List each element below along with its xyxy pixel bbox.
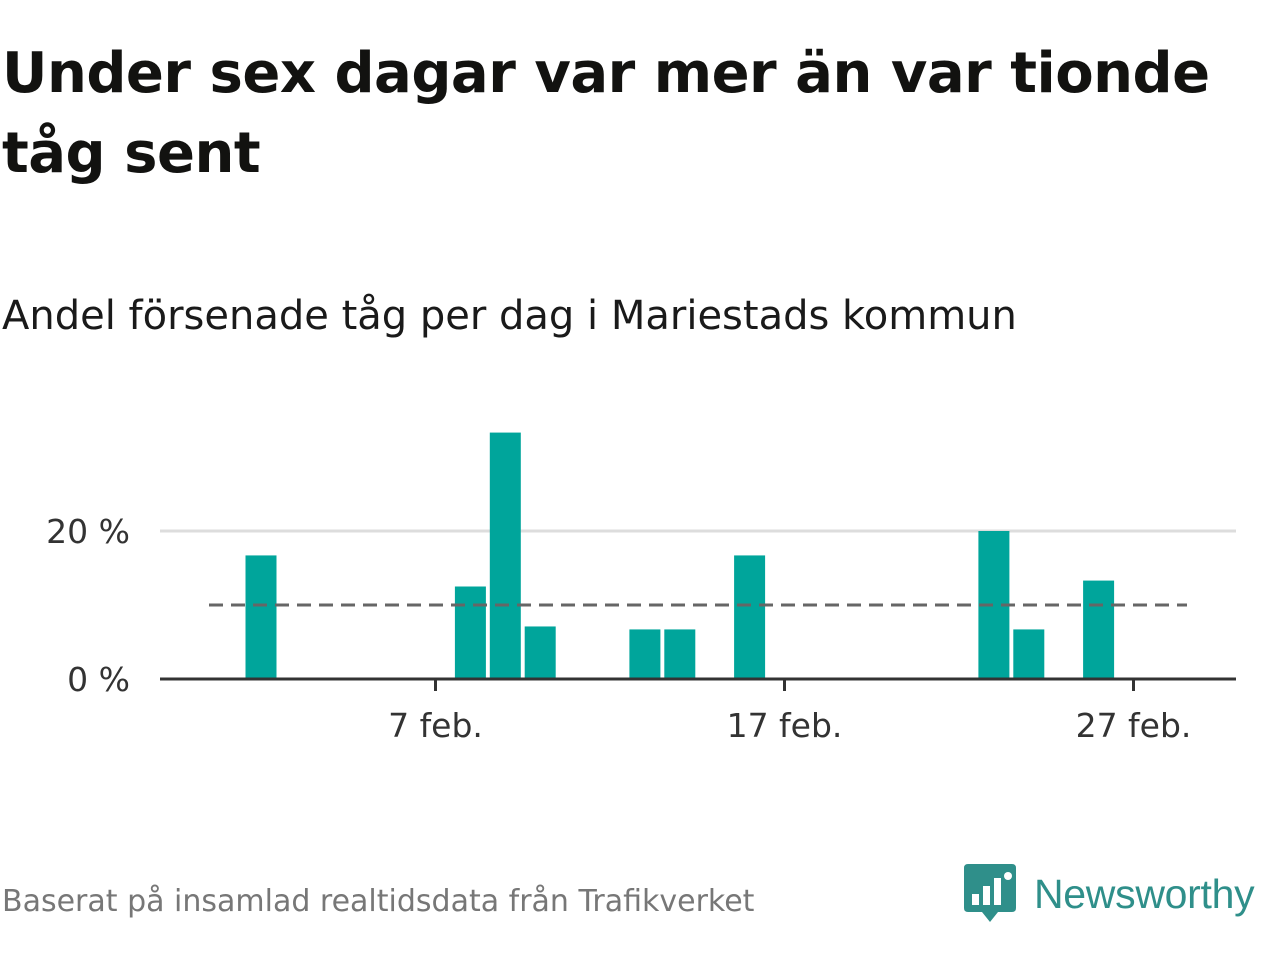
y-tick-label: 20 %	[46, 512, 130, 551]
bar	[1013, 629, 1045, 679]
source-note: Baserat på insamlad realtidsdata från Tr…	[2, 884, 755, 919]
bar	[489, 432, 521, 679]
bar	[664, 629, 696, 679]
bar	[454, 586, 486, 679]
bar-chart: 0 % 20 % 7 feb. 17 feb. 27 feb.	[46, 432, 1236, 745]
newsworthy-logo-icon	[964, 864, 1016, 922]
chart-subtitle: Andel försenade tåg per dag i Mariestads…	[2, 293, 1017, 339]
bar	[245, 555, 277, 679]
bar	[629, 629, 661, 679]
newsworthy-brand: Newsworthy	[964, 864, 1255, 924]
x-tick-label: 7 feb.	[388, 706, 483, 745]
x-tick-label: 17 feb.	[727, 706, 843, 745]
bar	[1083, 580, 1115, 679]
x-tick-label: 27 feb.	[1076, 706, 1192, 745]
bar	[524, 626, 556, 679]
chart-title: Under sex dagar var mer än var tionde tå…	[2, 41, 1210, 186]
y-tick-label: 0 %	[67, 660, 130, 699]
bar	[734, 555, 766, 679]
brand-name: Newsworthy	[1034, 870, 1255, 917]
